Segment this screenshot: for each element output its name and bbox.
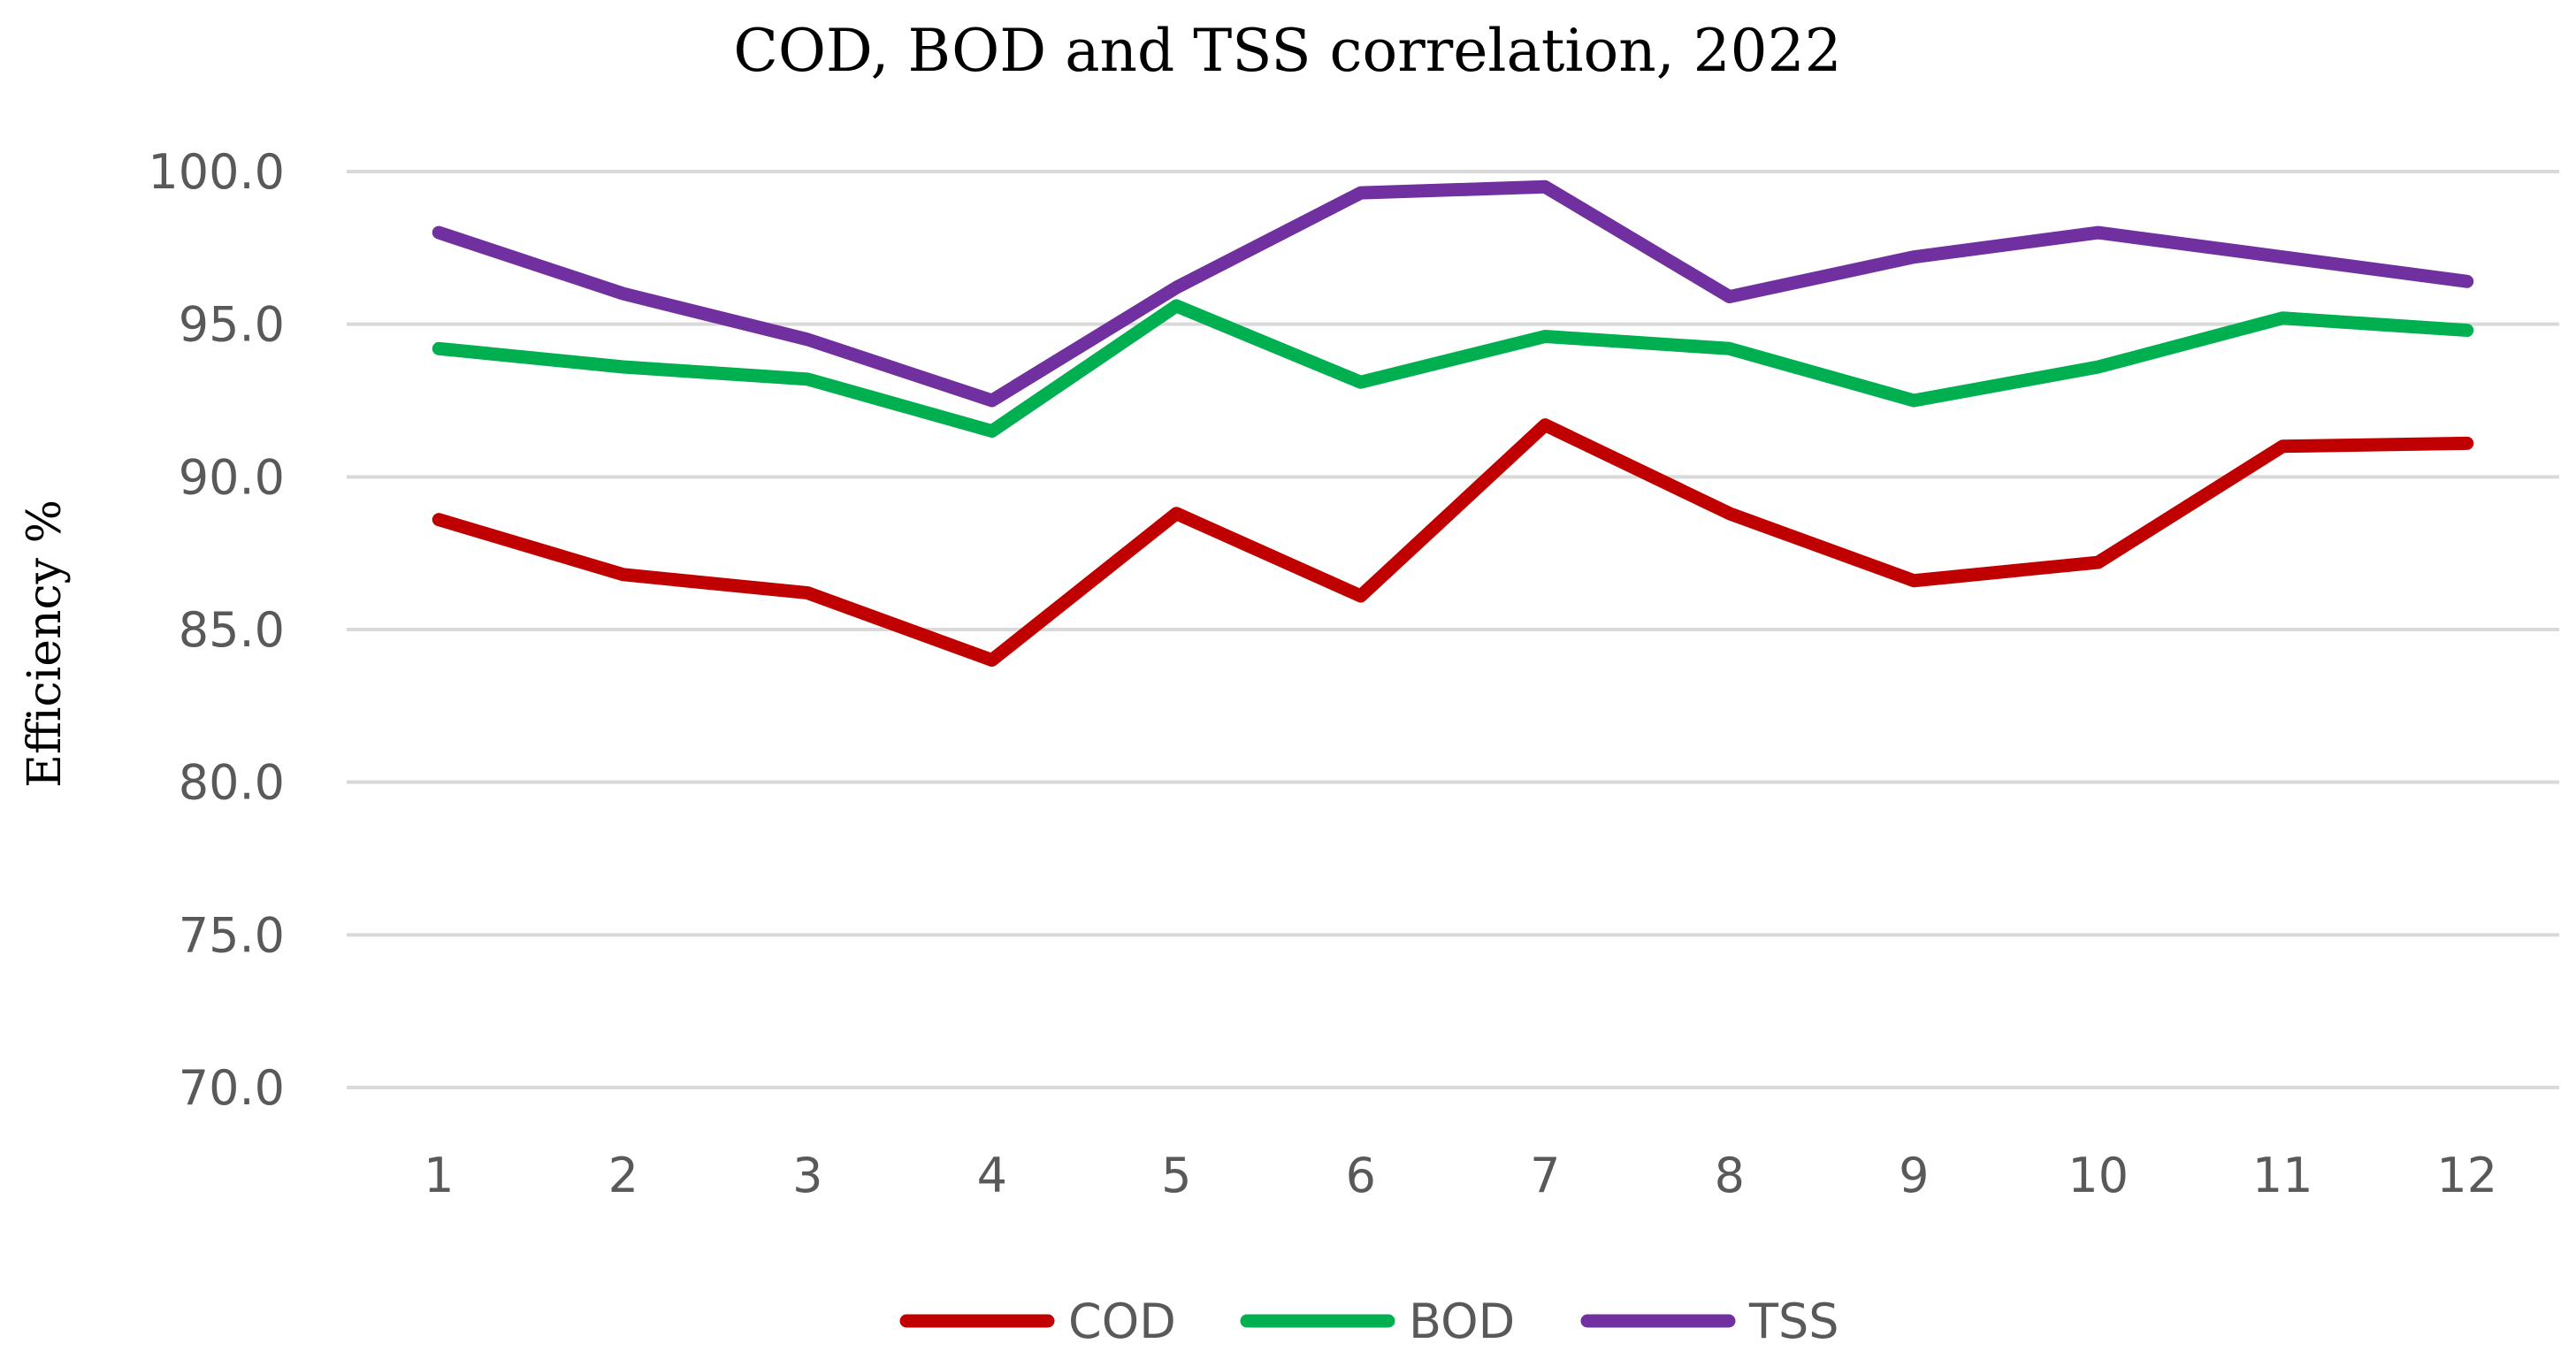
y-tick-label: 70.0 bbox=[179, 1060, 285, 1116]
x-tick-label: 9 bbox=[1899, 1148, 1929, 1203]
y-tick-label: 90.0 bbox=[179, 449, 285, 505]
x-tick-label: 2 bbox=[608, 1148, 638, 1203]
x-tick-label: 6 bbox=[1346, 1148, 1376, 1203]
y-tick-label: 95.0 bbox=[179, 297, 285, 353]
series-line-cod bbox=[432, 418, 2474, 668]
y-tick-label: 100.0 bbox=[148, 144, 285, 200]
chart-title: COD, BOD and TSS correlation, 2022 bbox=[733, 17, 1841, 85]
x-tick-label: 4 bbox=[977, 1148, 1007, 1203]
y-tick-label: 85.0 bbox=[179, 602, 285, 658]
x-tick-label: 3 bbox=[792, 1148, 822, 1203]
series-line-tss bbox=[432, 179, 2474, 408]
y-tick-label: 75.0 bbox=[179, 907, 285, 963]
x-tick-label: 5 bbox=[1161, 1148, 1191, 1203]
legend-label-cod: COD bbox=[1068, 1294, 1176, 1349]
legend-label-tss: TSS bbox=[1748, 1294, 1839, 1349]
x-tick-label: 10 bbox=[2068, 1148, 2129, 1203]
series-line-bod bbox=[432, 299, 2474, 439]
x-tick-label: 1 bbox=[424, 1148, 454, 1203]
x-tick-label: 7 bbox=[1530, 1148, 1560, 1203]
y-tick-label: 80.0 bbox=[179, 755, 285, 811]
legend-label-bod: BOD bbox=[1409, 1294, 1515, 1349]
x-tick-label: 11 bbox=[2252, 1148, 2313, 1203]
x-tick-label: 12 bbox=[2436, 1148, 2497, 1203]
y-axis-label: Efficiency % bbox=[19, 500, 72, 788]
x-tick-label: 8 bbox=[1715, 1148, 1745, 1203]
